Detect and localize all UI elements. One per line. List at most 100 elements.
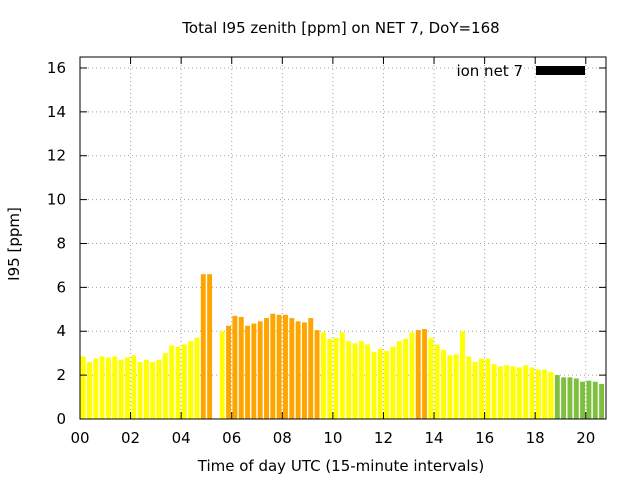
bar: [238, 316, 244, 419]
x-tick-label: 02: [121, 429, 140, 447]
bar: [289, 318, 295, 419]
bar: [207, 274, 213, 419]
bar: [441, 349, 446, 419]
chart-title: Total I95 zenith [ppm] on NET 7, DoY=168: [181, 19, 499, 37]
x-tick-label: 06: [222, 429, 241, 447]
bar: [270, 313, 276, 419]
bar: [491, 364, 497, 419]
x-tick-label: 20: [576, 429, 595, 447]
bar: [567, 377, 573, 419]
bar: [422, 329, 428, 419]
bar: [504, 365, 510, 419]
bar: [403, 338, 409, 419]
x-tick-label: 16: [475, 429, 494, 447]
bar: [314, 330, 320, 419]
bars: [80, 274, 605, 419]
bar: [124, 357, 130, 419]
bar: [93, 358, 99, 419]
bar: [112, 356, 118, 419]
bar: [497, 366, 503, 419]
bar: [301, 322, 307, 419]
bar: [371, 352, 377, 419]
x-axis-label: Time of day UTC (15-minute intervals): [197, 457, 484, 475]
ticks: [79, 57, 606, 420]
bar: [510, 366, 516, 419]
bar: [219, 331, 225, 419]
y-tick-label: 6: [56, 278, 66, 296]
bar: [409, 332, 415, 419]
y-tick-label: 8: [56, 234, 66, 252]
bar: [276, 314, 282, 419]
bar: [131, 355, 137, 419]
bar: [592, 381, 598, 419]
bar: [352, 343, 358, 419]
bar: [365, 344, 371, 419]
bar: [194, 337, 200, 419]
bar: [169, 345, 175, 419]
y-tick-label: 12: [47, 147, 66, 165]
bar: [580, 381, 586, 419]
bar: [150, 361, 156, 419]
bar: [542, 369, 548, 419]
x-tick-labels: 00 02 04 06 08 10 12 14 16 18 20: [70, 429, 595, 447]
bar: [561, 377, 567, 419]
x-tick-label: 00: [70, 429, 89, 447]
bar: [245, 325, 250, 419]
bar: [156, 359, 162, 419]
bar: [460, 331, 465, 419]
bar: [573, 378, 579, 419]
legend-swatch: [536, 66, 585, 75]
bar: [396, 341, 402, 419]
bar: [428, 337, 434, 419]
bar: [308, 318, 314, 419]
y-tick-label: 2: [56, 366, 66, 384]
bar: [175, 346, 181, 419]
bar: [232, 315, 238, 419]
bar: [554, 375, 560, 419]
y-tick-label: 4: [56, 322, 66, 340]
bar: [478, 358, 484, 419]
bar: [162, 353, 168, 419]
y-tick-label: 16: [47, 59, 66, 77]
y-tick-labels: 0 2 4 6 8 10 12 14 16: [47, 59, 66, 428]
bar: [257, 321, 263, 419]
bar: [529, 367, 535, 419]
legend-label: ion net 7: [456, 62, 523, 80]
x-tick-label: 10: [323, 429, 342, 447]
bar: [264, 318, 269, 419]
bar: [188, 341, 194, 419]
plot-frame: [79, 56, 607, 420]
x-tick-label: 14: [424, 429, 443, 447]
bar: [200, 274, 206, 419]
y-tick-label: 0: [56, 410, 66, 428]
bar: [523, 365, 529, 419]
x-tick-label: 12: [374, 429, 393, 447]
bar: [295, 321, 301, 419]
bar: [327, 338, 333, 419]
bar: [226, 325, 232, 419]
legend: ion net 7: [456, 62, 585, 80]
bar: [143, 359, 149, 419]
bar: [472, 361, 478, 419]
bar: [181, 344, 187, 419]
bar: [346, 341, 352, 419]
bar: [586, 380, 592, 419]
bar: [118, 359, 124, 419]
bar: [251, 323, 257, 419]
bar: [535, 369, 541, 419]
bar: [105, 357, 111, 419]
x-tick-label: 18: [526, 429, 545, 447]
bar: [415, 330, 421, 419]
bar: [485, 358, 491, 419]
bar: [333, 337, 339, 419]
x-tick-label: 04: [172, 429, 191, 447]
y-tick-label: 14: [47, 103, 66, 121]
bar: [434, 344, 440, 419]
x-tick-label: 08: [273, 429, 292, 447]
bar: [599, 383, 605, 419]
y-tick-label: 10: [47, 191, 66, 209]
bar: [80, 356, 86, 419]
bar: [99, 356, 105, 419]
bar: [320, 332, 326, 419]
